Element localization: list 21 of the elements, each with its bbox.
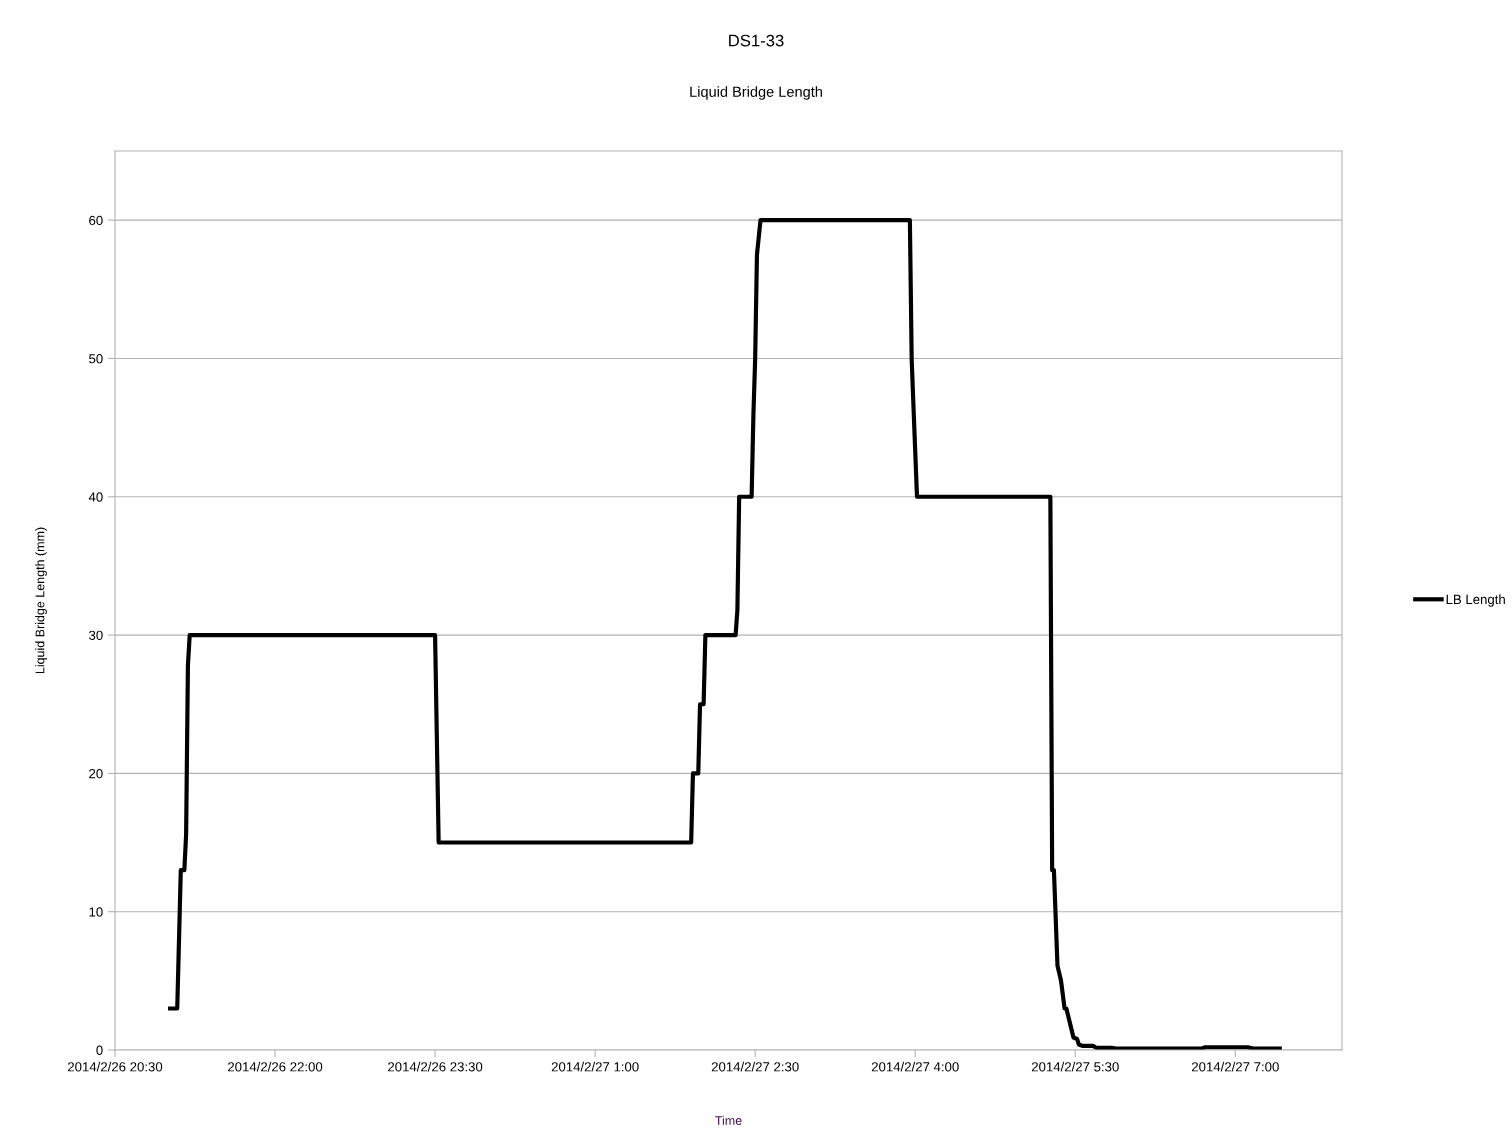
x-tick-label: 2014/2/27 4:00 [871,1061,959,1072]
y-tick-label: 50 [89,354,103,364]
line-series [168,218,1282,1050]
x-tick-label: 2014/2/26 22:00 [228,1061,323,1072]
x-tick-label: 2014/2/26 23:30 [388,1061,483,1072]
y-axis-title: Liquid Bridge Length (mm) [35,527,47,674]
y-tick-label: 30 [89,630,103,640]
x-tick-label: 2014/2/27 7:00 [1191,1061,1279,1072]
chart-subtitle: Liquid Bridge Length [690,86,822,100]
x-tick-label: 2014/2/27 5:30 [1031,1061,1119,1072]
x-tick-label: 2014/2/27 1:00 [551,1061,639,1072]
chart-title: DS1-33 [729,34,784,47]
legend-label: LB Length [1446,594,1505,607]
y-tick-label: 0 [96,1045,103,1055]
x-axis-title: Time [715,1115,742,1125]
x-tick-label: 2014/2/26 20:30 [67,1061,163,1072]
y-tick-label: 40 [88,492,103,502]
y-tick-label: 10 [89,907,103,917]
y-tick-label: 20 [89,768,103,779]
y-tick-label: 60 [89,215,103,226]
x-tick-label: 2014/2/27 2:30 [711,1061,799,1072]
